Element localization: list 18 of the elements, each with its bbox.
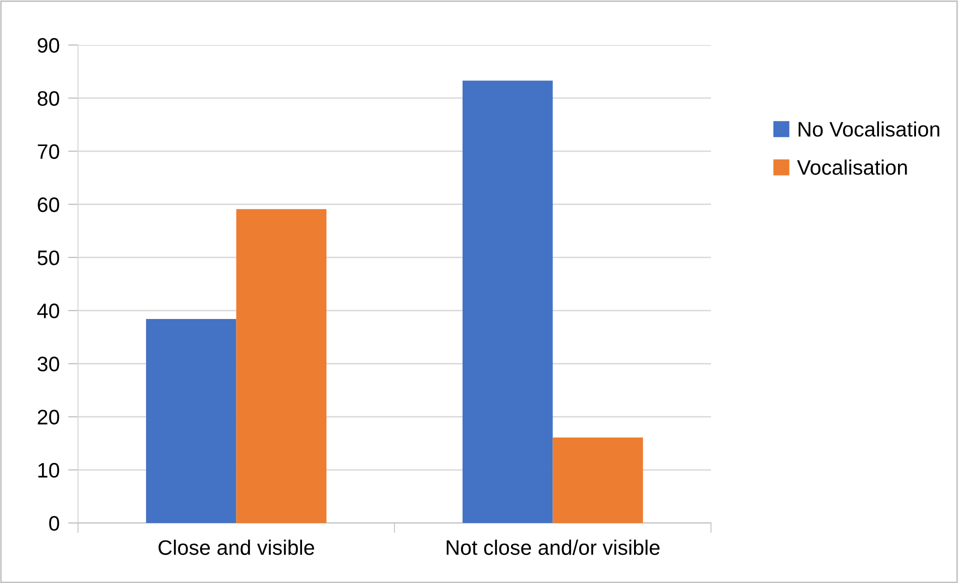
legend-label: No Vocalisation (798, 121, 940, 137)
x-tick-label: Not close and/or visible (446, 540, 660, 555)
y-tick-label: 80 (38, 91, 60, 106)
bar (236, 209, 326, 523)
y-tick-label: 70 (38, 144, 60, 159)
x-tick-label: Close and visible (158, 540, 314, 555)
y-tick-label: 0 (49, 516, 60, 531)
bar (462, 80, 553, 523)
y-tick-label: 60 (38, 197, 60, 212)
y-tick-label: 50 (38, 250, 60, 266)
y-tick-label: 40 (37, 304, 60, 318)
legend-label: Vocalisation (797, 160, 907, 175)
y-tick-label: 10 (38, 462, 60, 478)
y-tick-label: 20 (38, 410, 60, 425)
bar (552, 437, 643, 523)
y-tick-label: 90 (38, 38, 60, 53)
bar (146, 319, 236, 523)
y-tick-label: 30 (38, 356, 60, 372)
